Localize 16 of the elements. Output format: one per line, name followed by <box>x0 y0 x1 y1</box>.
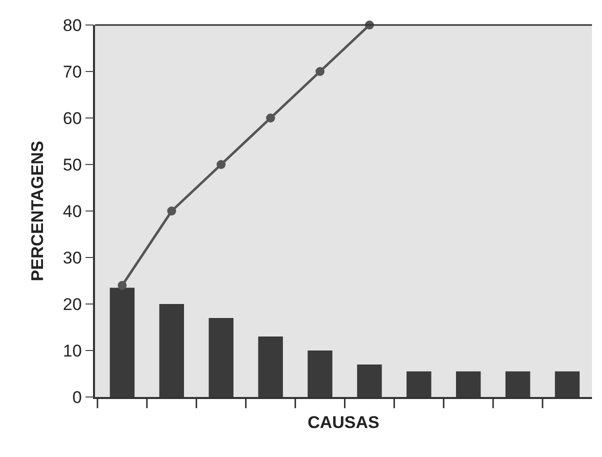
point <box>316 67 325 76</box>
point <box>167 206 176 216</box>
y-tick-label: 50 <box>62 155 82 174</box>
y-tick-label: 40 <box>62 202 82 221</box>
y-tick-label: 30 <box>62 248 82 268</box>
point <box>266 114 276 122</box>
y-axis-title: PERCENTAGENS <box>28 140 47 282</box>
y-tick-label: 0 <box>72 388 82 407</box>
y-tick-label: 80 <box>62 16 82 35</box>
y-tick-label: 20 <box>62 294 82 314</box>
point <box>216 160 226 169</box>
y-tick-label: 10 <box>62 341 82 360</box>
y-tick-label: 70 <box>62 62 82 82</box>
x-axis-title: CAUSAS <box>308 413 380 432</box>
y-tick-label: 60 <box>62 108 82 128</box>
point <box>118 280 127 290</box>
